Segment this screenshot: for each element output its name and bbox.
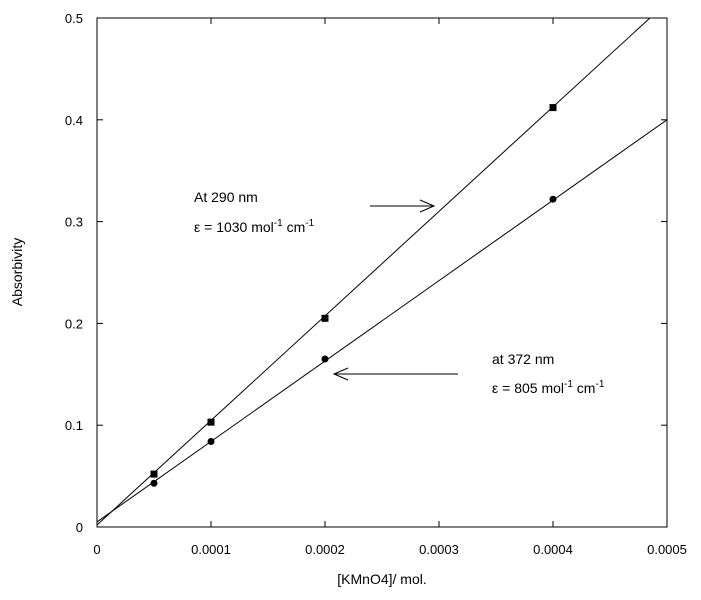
x-tick-label: 0.0005 [647,542,687,557]
fit-line-series-1 [96,119,668,523]
y-axis-label: Absorbivity [9,238,25,306]
fit-line-series-0 [96,17,651,526]
tick-marks [96,17,668,528]
y-tick-label: 0 [76,520,83,535]
data-point-square [321,314,329,322]
annotation-372-line1: at 372 nm [492,351,554,367]
annotation-372-sup2: -1 [595,379,604,390]
annotation-372-arrow [332,367,458,381]
annotation-372-prefix: ε = 805 mol [492,380,564,396]
x-tick-label: 0.0001 [191,542,231,557]
tick-labels: 0 0.0001 0.0002 0.0003 0.0004 0.0005 0 0.1 0.2 0.… [65,11,687,557]
annotation-290-line2: ε = 1030 mol-1 cm-1 [194,218,315,235]
x-tick-label: 0 [93,542,100,557]
plot-frame [96,17,668,528]
annotation-290-sup2: -1 [305,218,314,229]
annotation-290-prefix: ε = 1030 mol [194,219,274,235]
y-tick-label: 0.3 [65,215,83,230]
annotation-372-line2: ε = 805 mol-1 cm-1 [492,379,605,396]
annotation-290-mid: cm [283,219,306,235]
y-tick-label: 0.1 [65,418,83,433]
annotation-290-line1: At 290 nm [194,189,258,205]
annotation-372-mid: cm [573,380,596,396]
data-point-square [207,418,215,426]
x-tick-label: 0.0003 [419,542,459,557]
data-point-circle [207,437,215,445]
data-point-square [150,470,158,478]
data-points [150,104,557,487]
y-tick-label: 0.4 [65,113,83,128]
data-point-circle [321,355,329,363]
annotation-290-arrow [370,199,436,213]
data-point-circle [549,195,557,203]
annotation-372-sup1: -1 [564,379,573,390]
x-axis-label: [KMnO4]/ mol. [337,571,426,587]
y-tick-label: 0.5 [65,11,83,26]
x-tick-label: 0.0002 [305,542,345,557]
y-tick-label: 0.2 [65,316,83,331]
data-point-circle [150,479,158,487]
x-tick-label: 0.0004 [533,542,573,557]
data-point-square [549,104,557,112]
annotation-290-sup1: -1 [274,218,283,229]
fit-lines [96,17,668,526]
